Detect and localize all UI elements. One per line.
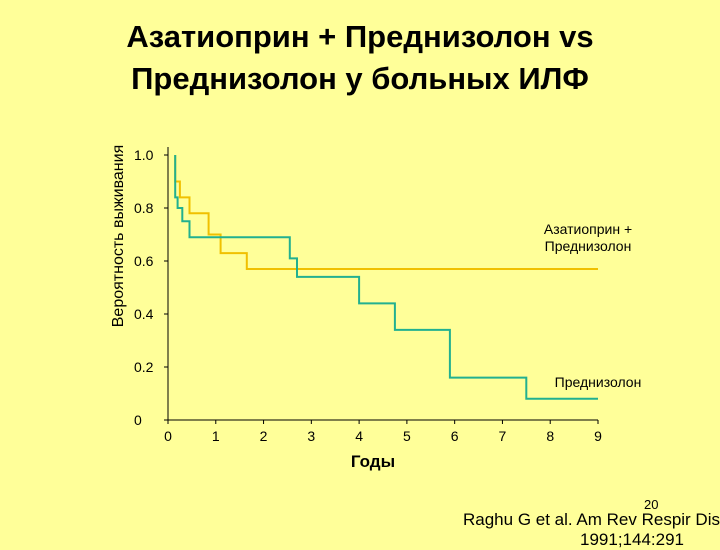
series-line-prednisolone bbox=[174, 155, 598, 400]
y-tick-label: 0.6 bbox=[134, 253, 154, 269]
x-tick-label: 8 bbox=[546, 428, 554, 444]
y-axis-label: Вероятность выживания bbox=[110, 145, 127, 328]
x-tick-label: 6 bbox=[451, 428, 459, 444]
y-tick-label: 0.2 bbox=[134, 359, 154, 375]
x-tick-label: 9 bbox=[594, 428, 602, 444]
x-tick-label: 4 bbox=[355, 428, 363, 444]
page-number: 20 bbox=[644, 497, 659, 512]
x-axis-label: Годы bbox=[351, 452, 395, 471]
series-line-azathioprine-prednisolone bbox=[174, 155, 598, 270]
x-tick-label: 5 bbox=[403, 428, 411, 444]
y-tick-label: 0.4 bbox=[134, 306, 154, 322]
title-line-2: Преднизолон у больных ИЛФ bbox=[131, 61, 589, 96]
y-tick-label: 0.8 bbox=[134, 200, 154, 216]
x-tick-label: 3 bbox=[307, 428, 315, 444]
series-label: Преднизолон bbox=[555, 374, 642, 390]
x-tick-label: 7 bbox=[499, 428, 507, 444]
series-label: Азатиоприн + Преднизолон bbox=[544, 221, 632, 254]
y-tick-label: 1.0 bbox=[134, 147, 154, 163]
x-tick-label: 0 bbox=[164, 428, 172, 444]
chart-title: Азатиоприн + Преднизолон vs Преднизолон … bbox=[0, 16, 720, 100]
x-tick-label: 2 bbox=[260, 428, 268, 444]
x-tick-label: 1 bbox=[212, 428, 220, 444]
citation-continued: 1991;144:291 bbox=[580, 530, 684, 549]
y-tick-label: 0 bbox=[134, 412, 142, 428]
citation: Raghu G et al. Am Rev Respir Dis. bbox=[463, 510, 720, 529]
title-line-1: Азатиоприн + Преднизолон vs bbox=[126, 19, 594, 54]
